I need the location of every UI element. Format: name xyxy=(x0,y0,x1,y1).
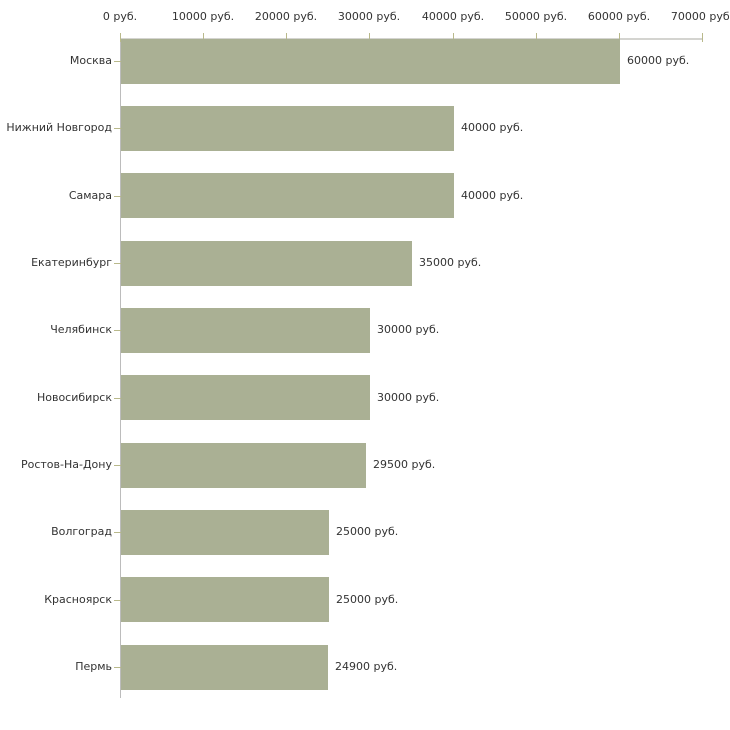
category-label: Самара xyxy=(68,188,112,202)
x-axis-tick-label: 0 руб. xyxy=(102,10,138,23)
y-axis-tick xyxy=(114,465,121,466)
y-axis-tick xyxy=(114,128,121,129)
bar xyxy=(121,240,412,286)
bar xyxy=(121,375,370,421)
value-label: 24900 руб. xyxy=(335,660,398,674)
x-axis-tick-label: 10000 руб. xyxy=(171,10,235,23)
value-label: 30000 руб. xyxy=(377,390,440,404)
x-axis-tick xyxy=(120,33,121,42)
x-axis-tick xyxy=(286,33,287,42)
bar xyxy=(121,307,370,353)
x-axis-tick-label: 30000 руб. xyxy=(337,10,401,23)
value-label: 25000 руб. xyxy=(336,525,399,539)
category-label: Волгоград xyxy=(51,525,112,539)
value-label: 25000 руб. xyxy=(336,592,399,606)
category-label: Челябинск xyxy=(50,323,112,337)
y-axis-tick xyxy=(114,61,121,62)
bar xyxy=(121,105,454,151)
y-axis-tick xyxy=(114,667,121,668)
bar xyxy=(121,173,454,219)
x-axis-tick-label: 60000 руб. xyxy=(587,10,651,23)
x-axis-tick xyxy=(536,33,537,42)
bar xyxy=(121,644,328,690)
value-label: 60000 руб. xyxy=(627,54,690,67)
value-label: 40000 руб. xyxy=(461,188,524,202)
bar xyxy=(121,442,366,488)
y-axis-line xyxy=(120,38,121,698)
category-label: Пермь xyxy=(75,660,112,674)
value-label: 30000 руб. xyxy=(377,323,440,337)
x-axis-tick-label: 50000 руб. xyxy=(504,10,568,23)
y-axis-tick xyxy=(114,263,121,264)
category-label: Екатеринбург xyxy=(31,256,112,270)
bar xyxy=(121,38,620,84)
value-label: 40000 руб. xyxy=(461,121,524,135)
category-label: Ростов-На-Дону xyxy=(20,458,112,472)
category-label: Москва xyxy=(69,54,112,67)
y-axis-tick xyxy=(114,398,121,399)
category-label: Нижний Новгород xyxy=(6,121,112,135)
x-axis-tick xyxy=(203,33,204,42)
x-axis-tick xyxy=(369,33,370,42)
value-label: 29500 руб. xyxy=(373,458,436,472)
x-axis-tick xyxy=(453,33,454,42)
category-label: Новосибирск xyxy=(36,390,112,404)
y-axis-tick xyxy=(114,600,121,601)
x-axis-tick-label: 40000 руб. xyxy=(421,10,485,23)
x-axis-tick xyxy=(702,33,703,42)
x-axis-tick xyxy=(619,33,620,42)
y-axis-tick xyxy=(114,330,121,331)
bar xyxy=(121,509,329,555)
y-axis-tick xyxy=(114,532,121,533)
category-label: Красноярск xyxy=(44,592,112,606)
bar xyxy=(121,577,329,623)
x-axis-tick-label: 20000 руб. xyxy=(254,10,318,23)
value-label: 35000 руб. xyxy=(419,256,482,270)
x-axis-tick-label: 70000 руб. xyxy=(670,10,730,23)
y-axis-tick xyxy=(114,196,121,197)
